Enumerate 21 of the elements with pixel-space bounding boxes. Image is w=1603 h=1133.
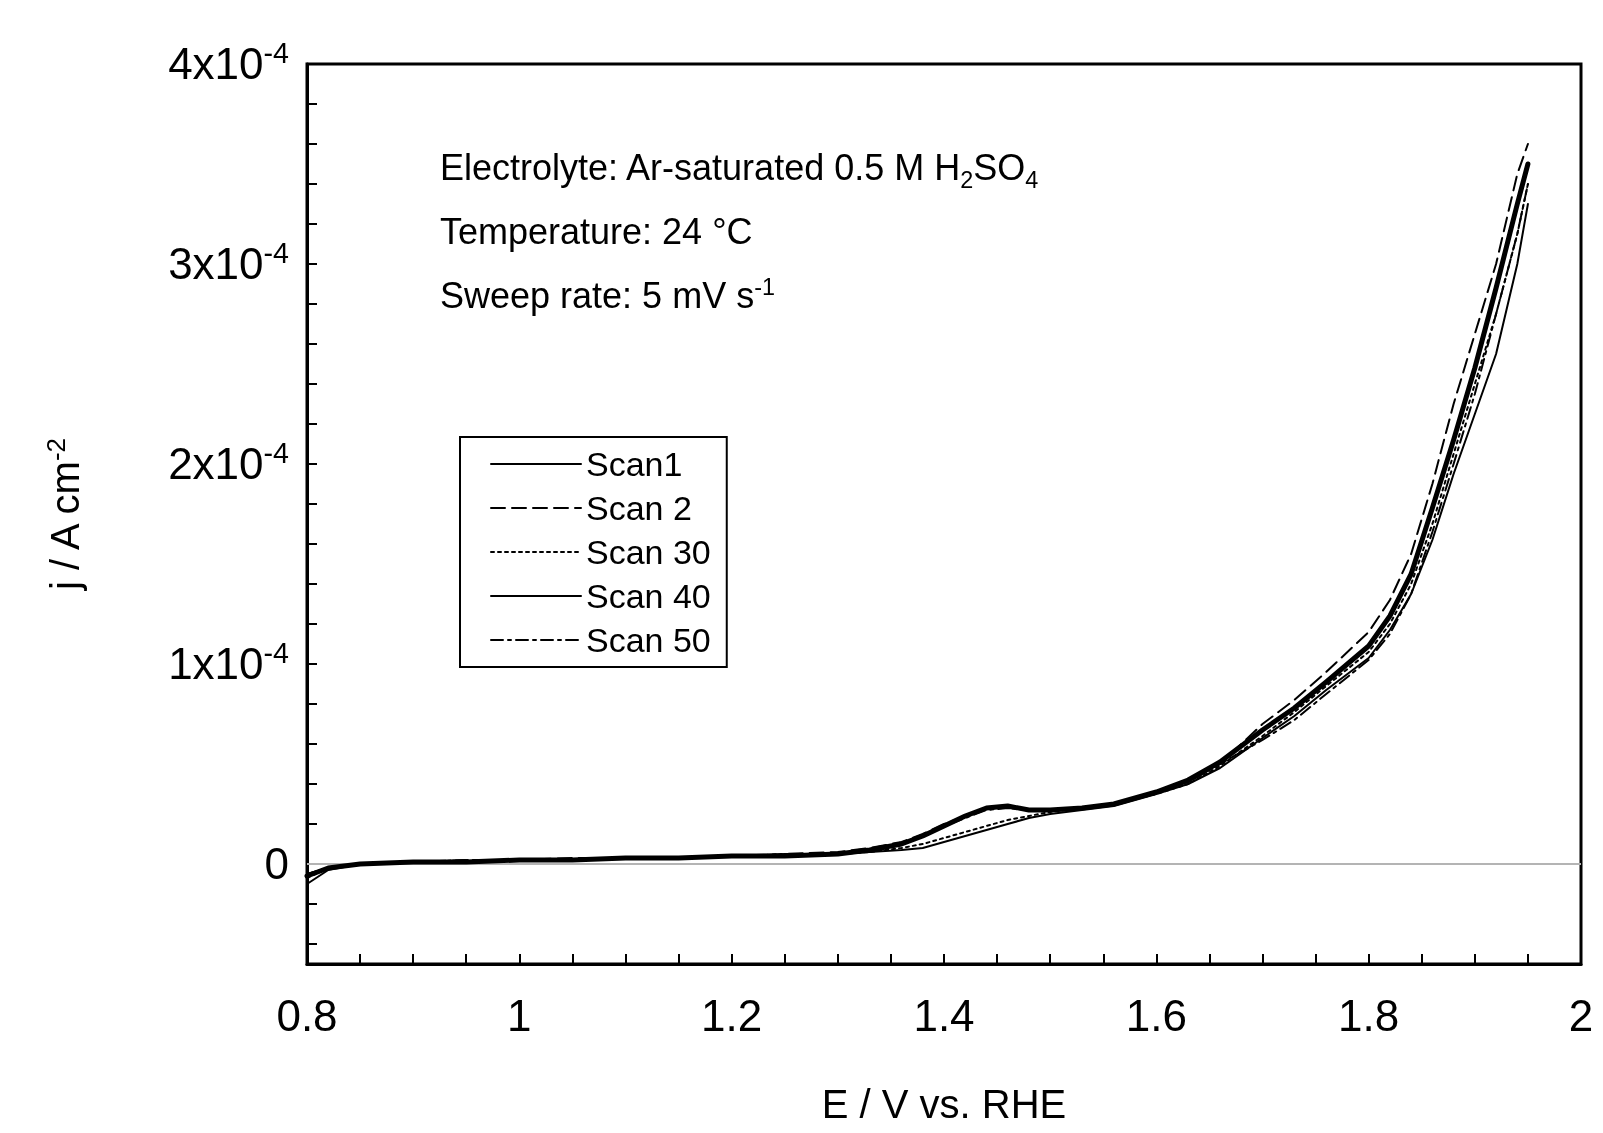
annotation: Temperature: 24 °C — [440, 211, 753, 252]
x-tick-label: 2 — [1568, 990, 1594, 1040]
y-tick-label: 2x10$^{-4}$ — [168, 437, 289, 488]
y-tick-label: 4x10$^{-4}$ — [168, 37, 289, 88]
x-tick-label: 1.8 — [1338, 990, 1400, 1040]
x-tick-label: 1 — [507, 990, 532, 1040]
x-tick-label: 0.8 — [276, 990, 338, 1040]
legend-label: Scan 40 — [586, 577, 711, 615]
legend-label: Scan 2 — [586, 489, 692, 527]
legend-label: Scan 50 — [586, 621, 711, 659]
y-tick-label: 1x10$^{-4}$ — [168, 637, 289, 688]
legend-label: Scan1 — [586, 445, 683, 483]
y-tick-label: 0 — [264, 839, 289, 888]
legend-label: Scan 30 — [586, 533, 711, 571]
annotation: Sweep rate: 5 mV s$^{-1}$ — [440, 274, 775, 316]
annotation: Electrolyte: Ar-saturated 0.5 M H$_{2}$SO$_{4}$ — [440, 147, 1039, 194]
y-tick-label: 3x10$^{-4}$ — [168, 237, 289, 288]
x-axis-title: E / V vs. RHE — [821, 1082, 1067, 1126]
x-tick-label: 1.6 — [1125, 990, 1187, 1040]
x-tick-label: 1.4 — [913, 990, 975, 1040]
x-tick-label: 1.2 — [701, 990, 763, 1040]
